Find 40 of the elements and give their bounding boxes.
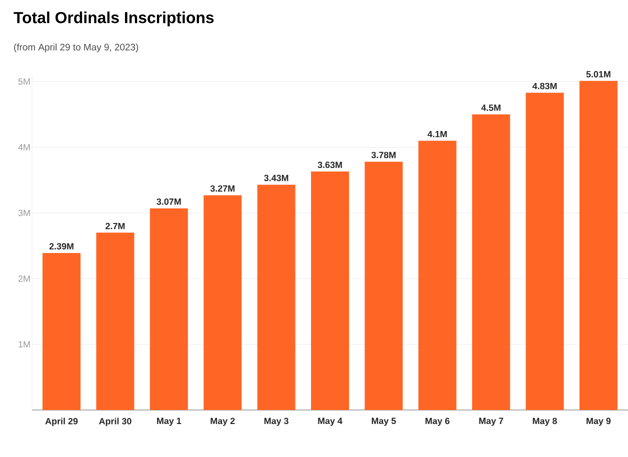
bar — [257, 184, 296, 410]
chart-title: Total Ordinals Inscriptions — [14, 12, 214, 26]
bar — [311, 172, 350, 410]
data-label: 4.1M — [428, 130, 447, 138]
chart-subtitle: (from April 29 to May 9, 2023) — [14, 44, 138, 52]
bar — [526, 92, 564, 410]
data-label: 2.7M — [106, 222, 125, 230]
x-tick-label: May 4 — [318, 418, 342, 426]
x-tick-label: May 6 — [426, 418, 450, 426]
bar — [579, 80, 618, 410]
x-tick-label: May 5 — [372, 418, 396, 426]
y-tick-label: 1M — [18, 341, 30, 348]
data-label: 5.01M — [586, 71, 610, 78]
bar — [472, 114, 510, 410]
y-tick-label: 3M — [18, 210, 30, 216]
bar — [150, 208, 188, 410]
data-label: 2.39M — [49, 243, 74, 250]
data-label: 3.27M — [210, 185, 234, 192]
data-label: 3.78M — [371, 152, 396, 158]
x-tick-label: April 29 — [45, 418, 78, 426]
bar — [42, 253, 81, 410]
x-tick-label: May 3 — [264, 418, 288, 426]
x-tick-label: May 8 — [532, 418, 557, 426]
x-tick-label: May 9 — [586, 418, 611, 426]
x-tick-label: May 2 — [210, 418, 235, 426]
x-tick-label: May 1 — [157, 418, 182, 426]
data-label: 4.83M — [532, 82, 557, 90]
data-label: 4.5M — [481, 104, 500, 111]
bar — [96, 232, 134, 410]
x-tick-label: May 7 — [479, 418, 504, 426]
y-tick-label: 4M — [18, 144, 30, 150]
bar — [418, 140, 456, 410]
y-tick-label: 2M — [18, 275, 30, 282]
bar — [364, 162, 403, 410]
y-tick-label: 5M — [18, 78, 30, 85]
data-label: 3.63M — [318, 162, 342, 168]
bar — [204, 195, 242, 410]
data-label: 3.43M — [264, 174, 288, 182]
x-tick-label: April 30 — [99, 418, 132, 426]
data-label: 3.07M — [156, 198, 181, 205]
